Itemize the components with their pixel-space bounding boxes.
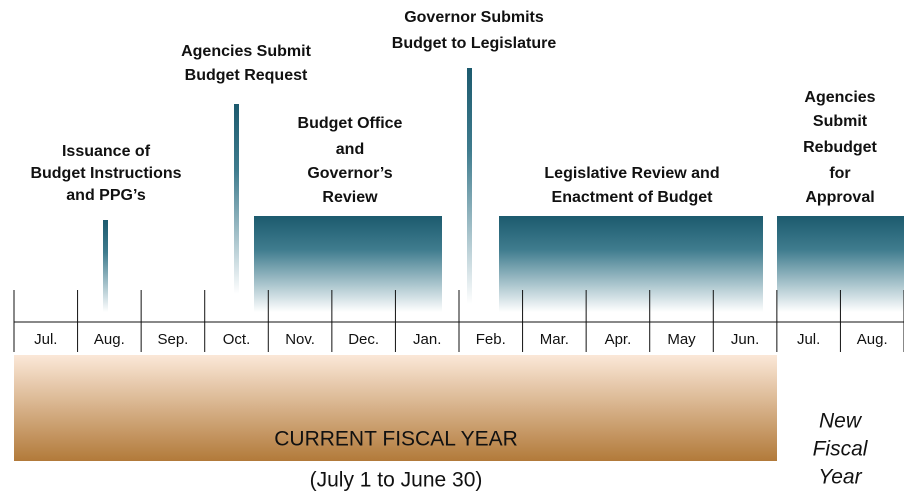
event-label: Legislative Review and [544, 165, 719, 182]
event-label: Rebudget [803, 139, 877, 156]
month-label: Mar. [540, 331, 569, 348]
month-label: Jul. [34, 331, 57, 348]
event-label: Enactment of Budget [552, 189, 714, 206]
event-label: Issuance of [62, 143, 151, 160]
event-label: Budget to Legislature [392, 35, 557, 52]
new-fiscal-year: Year [818, 466, 862, 489]
month-label: Jan. [413, 331, 441, 348]
event-bar [234, 104, 239, 294]
month-label: Apr. [605, 331, 632, 348]
phase-bar [254, 216, 442, 312]
event-label: and [336, 141, 364, 158]
phase-bar [499, 216, 763, 312]
fiscal-range: (July 1 to June 30) [310, 469, 483, 492]
month-grid [13, 290, 904, 352]
month-label: Oct. [223, 331, 251, 348]
phase-bars [103, 68, 904, 312]
month-label: Sep. [157, 331, 188, 348]
event-label: Budget Instructions [30, 165, 181, 182]
month-label: Aug. [857, 331, 888, 348]
event-label: Governor’s [307, 165, 392, 182]
event-bar [467, 68, 472, 304]
event-label: Review [322, 189, 378, 206]
month-label: May [667, 331, 696, 348]
month-label: Aug. [94, 331, 125, 348]
event-label: Approval [805, 189, 874, 206]
new-fiscal-year: Fiscal [813, 438, 869, 461]
event-label: Budget Request [185, 67, 308, 84]
event-label: for [829, 165, 850, 182]
month-label: Feb. [476, 331, 506, 348]
event-label: and PPG’s [66, 187, 146, 204]
event-label: Agencies [804, 89, 875, 106]
fiscal-bar [14, 355, 777, 461]
month-label: Dec. [348, 331, 379, 348]
month-label: Jun. [731, 331, 759, 348]
fiscal-title: CURRENT FISCAL YEAR [274, 428, 518, 451]
month-label: Jul. [797, 331, 820, 348]
event-label: Governor Submits [404, 9, 544, 26]
event-bar [103, 220, 108, 312]
event-label: Agencies Submit [181, 43, 311, 60]
month-label: Nov. [285, 331, 315, 348]
event-label: Budget Office [298, 115, 403, 132]
event-label: Submit [813, 113, 868, 130]
new-fiscal-year: New [819, 410, 863, 433]
